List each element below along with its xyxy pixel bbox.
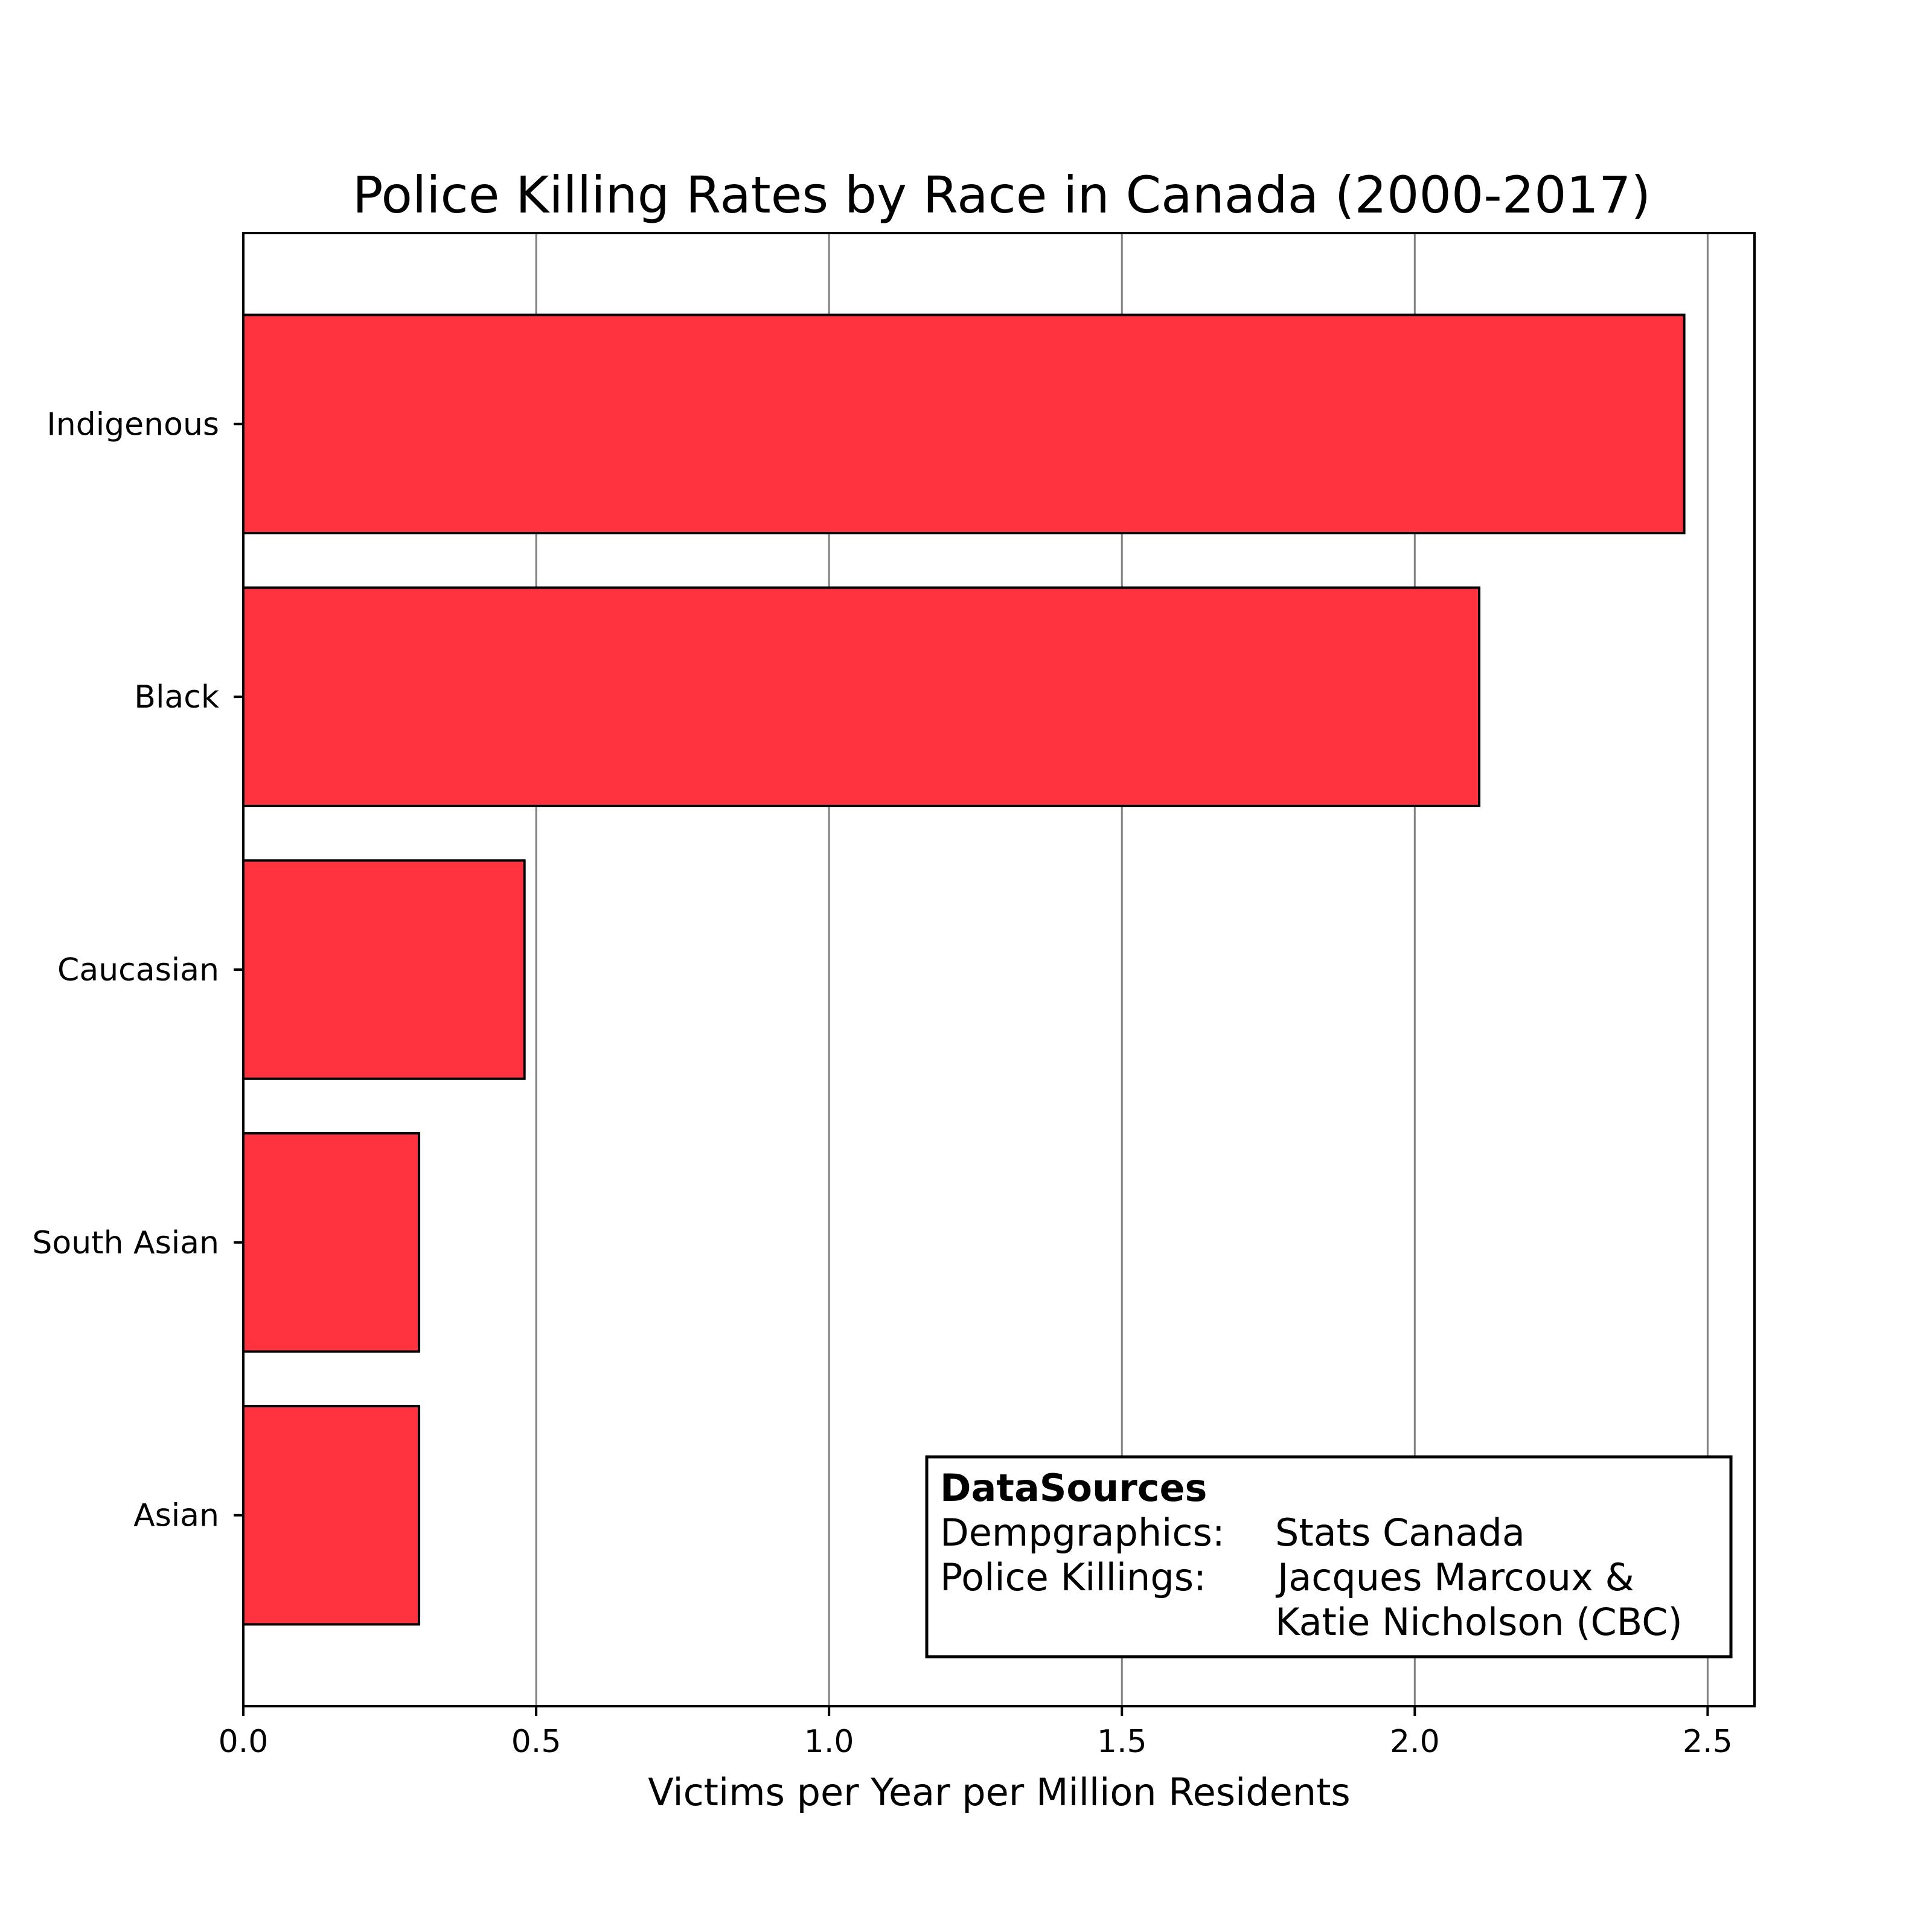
bars bbox=[242, 313, 1686, 1626]
data-sources-line-2-label: Police Killings: bbox=[940, 1555, 1206, 1599]
data-sources-line-2-value: Jacques Marcoux & bbox=[1275, 1555, 1634, 1599]
data-sources-heading: DataSources bbox=[940, 1466, 1207, 1510]
data-sources-line-3-value: Katie Nicholson (CBC) bbox=[1275, 1600, 1683, 1644]
y-tick-label: Indigenous bbox=[46, 406, 219, 443]
bar-indigenous bbox=[242, 313, 1686, 535]
data-sources-line-1-label: Dempgraphics: bbox=[940, 1511, 1225, 1555]
x-tick-label: 1.0 bbox=[804, 1724, 854, 1760]
bar-black bbox=[242, 586, 1481, 807]
data-sources-box: DataSources Dempgraphics: Stats Canada P… bbox=[925, 1455, 1733, 1659]
data-sources-frame bbox=[925, 1455, 1733, 1659]
y-tick-label: Black bbox=[134, 679, 219, 715]
y-axis-ticks: Indigenous Black Caucasian South Asian Asian bbox=[32, 406, 243, 1534]
bar-caucasian bbox=[242, 859, 526, 1080]
chart-title: Police Killing Rates by Race in Canada (… bbox=[353, 165, 1651, 225]
x-axis-ticks: 0.0 0.5 1.0 1.5 2.0 2.5 bbox=[219, 1706, 1733, 1760]
bar-asian bbox=[242, 1404, 421, 1626]
x-tick-label: 1.5 bbox=[1097, 1724, 1147, 1760]
data-sources-line-1-value: Stats Canada bbox=[1275, 1511, 1525, 1555]
x-tick-label: 0.5 bbox=[511, 1724, 561, 1760]
y-tick-label: South Asian bbox=[32, 1225, 219, 1261]
x-tick-label: 0.0 bbox=[219, 1724, 269, 1760]
x-tick-label: 2.0 bbox=[1390, 1724, 1440, 1760]
x-axis-label: Victims per Year per Million Residents bbox=[648, 1770, 1350, 1814]
y-tick-label: Caucasian bbox=[57, 952, 219, 988]
x-tick-label: 2.5 bbox=[1683, 1724, 1733, 1760]
y-tick-label: Asian bbox=[133, 1498, 219, 1534]
bar-south-asian bbox=[242, 1132, 421, 1353]
